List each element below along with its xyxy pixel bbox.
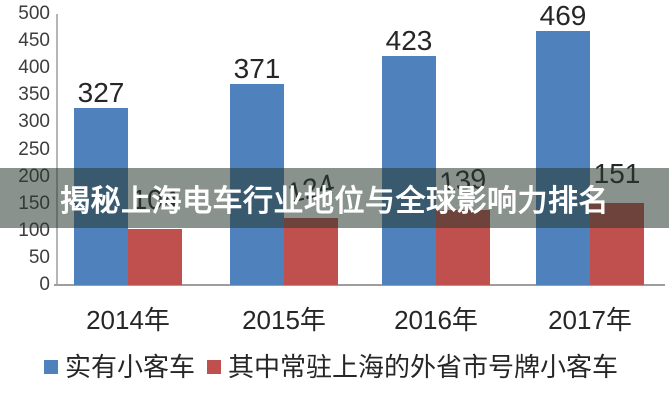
bar-value-label: 423 <box>385 24 433 56</box>
y-tick-label: 0 <box>39 274 50 295</box>
bar-value-label: 327 <box>77 76 125 108</box>
x-category-label-2016年: 2016年 <box>394 305 478 335</box>
y-tick-label: 350 <box>18 84 50 106</box>
bar-value-label: 469 <box>539 0 587 31</box>
legend-label-passenger-cars: 实有小客车 <box>65 352 196 382</box>
bar-red-2014年 <box>128 228 182 285</box>
x-category-label-2014年: 2014年 <box>86 305 170 335</box>
bar-blue-2017年 <box>536 30 590 285</box>
y-tick-label: 500 <box>18 3 50 24</box>
x-category-label-2017年: 2017年 <box>548 305 632 335</box>
x-category-label-2015年: 2015年 <box>242 305 326 335</box>
bar-value-label: 371 <box>233 52 281 84</box>
legend-swatch-blue-icon <box>44 360 58 374</box>
title-overlay-banner: 揭秘上海电车行业地位与全球影响力排名 <box>0 168 669 228</box>
y-tick-label: 300 <box>18 111 50 133</box>
legend-swatch-red-icon <box>207 360 222 374</box>
y-tick-label: 50 <box>28 246 50 268</box>
x-axis-line <box>54 284 665 286</box>
overlay-title-text: 揭秘上海电车行业地位与全球影响力排名 <box>60 185 609 218</box>
y-tick-label: 400 <box>18 57 50 79</box>
bar-red-2015年 <box>284 217 338 285</box>
y-tick-label: 450 <box>18 30 50 52</box>
y-tick-label: 250 <box>18 138 50 160</box>
chart-legend: 实有小客车 其中常驻上海的外省市号牌小客车 <box>44 352 618 382</box>
legend-item-nonlocal-plate-cars: 其中常驻上海的外省市号牌小客车 <box>207 352 618 382</box>
y-axis-line <box>56 14 58 285</box>
legend-item-passenger-cars: 实有小客车 <box>44 352 195 382</box>
legend-label-nonlocal-plate-cars: 其中常驻上海的外省市号牌小客车 <box>228 352 619 382</box>
